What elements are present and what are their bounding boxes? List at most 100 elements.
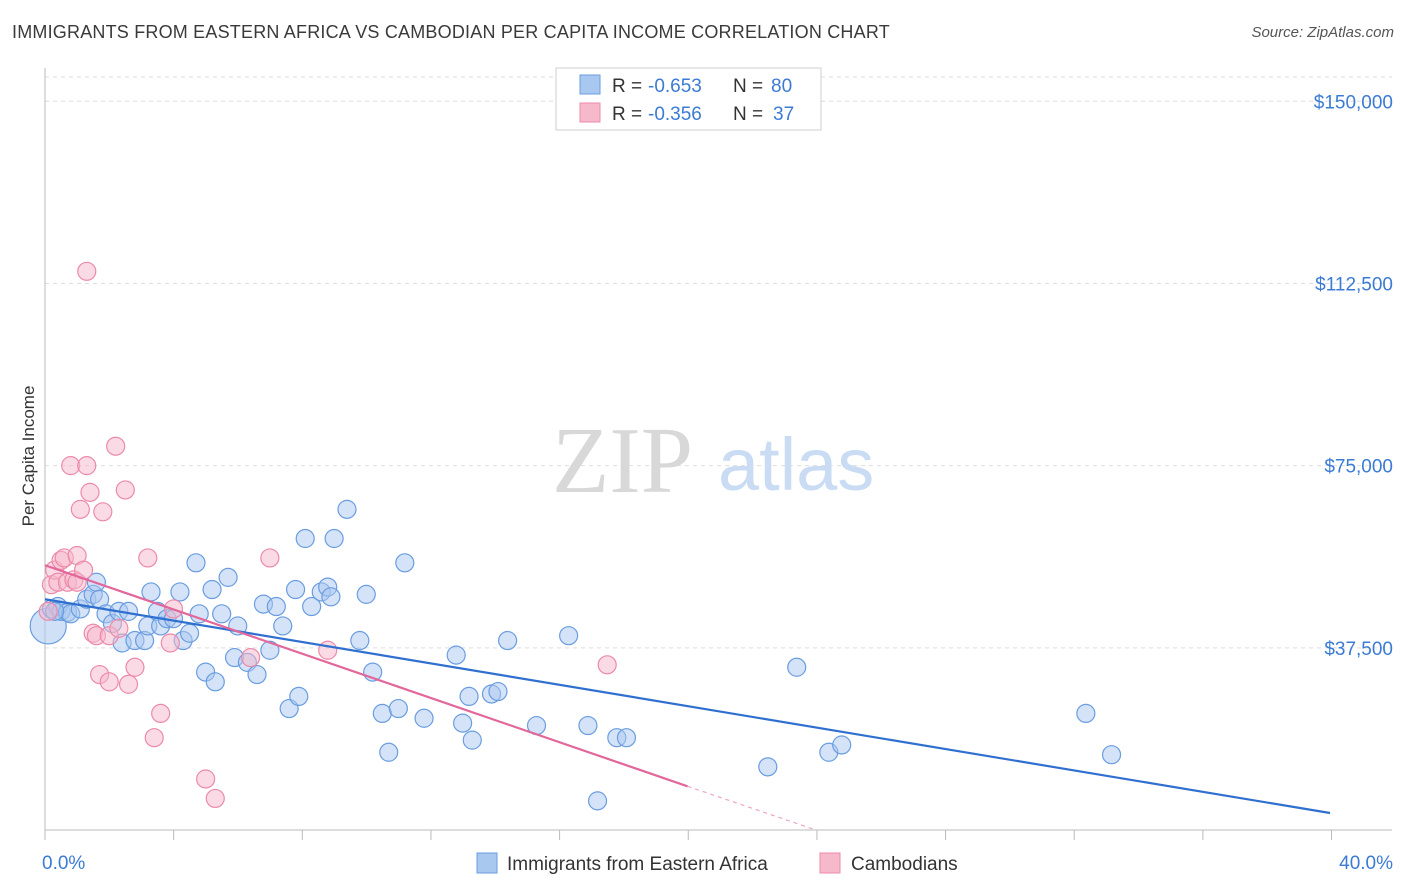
- eastern-africa-point-19: [141, 582, 161, 602]
- eastern-africa-point-56: [379, 742, 399, 762]
- eastern-africa-point-52: [350, 630, 370, 651]
- x-tick-marks: [44, 830, 1333, 840]
- eastern-africa-point-28: [189, 604, 209, 624]
- eastern-africa-point-32: [212, 604, 232, 624]
- eastern-africa-point-62: [459, 686, 479, 707]
- eastern-africa-point-65: [488, 681, 508, 702]
- cambodian-point-15: [80, 482, 100, 502]
- legend-r-value-1: -0.653: [648, 76, 702, 97]
- y-tick-label-2: $112,500: [1315, 274, 1393, 295]
- cambodian-point-30: [160, 633, 180, 653]
- eastern-africa-point-39: [260, 640, 280, 660]
- cambodian-point-34: [241, 647, 261, 668]
- eastern-africa-point-33: [218, 567, 238, 587]
- cambodian-point-22: [106, 436, 126, 456]
- eastern-africa-point-57: [388, 698, 408, 719]
- eastern-africa-point-51: [337, 499, 357, 519]
- trend-lines: [44, 564, 1331, 831]
- cambodian-point-27: [138, 548, 158, 568]
- chart-title: IMMIGRANTS FROM EASTERN AFRICA VS CAMBOD…: [12, 22, 890, 42]
- eastern-africa-point-74: [787, 657, 807, 677]
- trend-line-cambodians-extension: [687, 785, 817, 831]
- stats-legend: R = -0.653 N = 80 R = -0.356 N = 37: [555, 67, 822, 131]
- grid-lines: [45, 76, 1392, 649]
- eastern-africa-point-58: [395, 553, 415, 573]
- eastern-africa-point-49: [321, 587, 341, 607]
- bottom-legend-swatch-blue: [476, 852, 498, 874]
- source-label: Source: ZipAtlas.com: [1251, 24, 1394, 41]
- legend-swatch-pink: [579, 102, 601, 123]
- data-points: [29, 261, 1122, 811]
- series-legend: Immigrants from Eastern Africa Cambodian…: [476, 852, 958, 875]
- eastern-africa-point-50: [324, 528, 344, 549]
- eastern-africa-point-78: [1101, 745, 1122, 765]
- eastern-africa-point-53: [356, 584, 376, 604]
- x-tick-label-min: 0.0%: [42, 853, 85, 874]
- cambodian-point-35: [260, 548, 280, 568]
- legend-n-label-1: N =: [733, 76, 763, 97]
- eastern-africa-point-68: [559, 626, 579, 646]
- eastern-africa-point-31: [205, 672, 225, 692]
- cambodian-point-11: [70, 499, 90, 519]
- cambodian-point-14: [77, 261, 97, 281]
- x-tick-label-max: 40.0%: [1339, 853, 1393, 874]
- trend-line-cambodians: [44, 564, 688, 788]
- legend-swatch-blue: [579, 74, 601, 95]
- eastern-africa-point-76: [832, 735, 852, 755]
- eastern-africa-point-61: [453, 713, 473, 733]
- trend-line-eastern-africa: [44, 598, 1331, 815]
- eastern-africa-point-69: [578, 715, 598, 736]
- eastern-africa-point-27: [186, 553, 206, 573]
- eastern-africa-point-59: [414, 708, 434, 728]
- cambodian-point-13: [77, 456, 97, 476]
- cambodian-point-25: [118, 674, 139, 694]
- legend-r-label-2: R =: [612, 104, 642, 125]
- y-tick-label-0: $37,500: [1324, 639, 1393, 660]
- watermark-atlas: atlas: [718, 423, 874, 506]
- eastern-africa-point-43: [285, 579, 306, 600]
- legend-n-label-2: N =: [733, 104, 763, 125]
- eastern-africa-point-40: [266, 596, 286, 617]
- cambodian-point-28: [144, 728, 164, 748]
- watermark-zip: ZIP: [552, 409, 693, 513]
- cambodian-point-36: [318, 640, 338, 660]
- y-tick-labels: $37,500 $75,000 $112,500 $150,000: [1314, 92, 1393, 660]
- eastern-africa-point-26: [179, 623, 200, 643]
- cambodian-point-7: [61, 456, 81, 476]
- legend-n-value-2: 37: [773, 104, 794, 125]
- eastern-africa-point-60: [446, 645, 466, 665]
- eastern-africa-point-24: [170, 582, 190, 602]
- legend-r-value-2: -0.356: [648, 104, 702, 125]
- cambodian-point-37: [597, 655, 617, 675]
- eastern-africa-point-55: [372, 703, 392, 724]
- bottom-legend-swatch-pink: [819, 852, 841, 874]
- eastern-africa-point-44: [289, 686, 309, 707]
- legend-r-label-1: R =: [612, 76, 642, 97]
- cambodian-point-0: [38, 601, 58, 621]
- eastern-africa-point-45: [295, 528, 315, 549]
- eastern-africa-point-72: [616, 728, 637, 748]
- eastern-africa-point-37: [247, 664, 267, 685]
- y-tick-label-1: $75,000: [1324, 457, 1393, 478]
- cambodian-point-23: [109, 618, 129, 638]
- cambodian-point-33: [205, 788, 225, 809]
- bottom-legend-label-1: Immigrants from Eastern Africa: [507, 854, 768, 875]
- eastern-africa-point-41: [273, 616, 293, 636]
- eastern-africa-point-77: [1076, 703, 1096, 724]
- y-axis-label: Per Capita Income: [19, 386, 38, 527]
- bottom-legend-label-2: Cambodians: [851, 854, 958, 875]
- cambodian-point-21: [99, 672, 119, 692]
- cambodian-point-19: [93, 502, 113, 522]
- eastern-africa-point-70: [587, 791, 608, 811]
- cambodian-point-26: [125, 657, 145, 677]
- cambodian-point-29: [151, 703, 171, 724]
- y-tick-label-3: $150,000: [1314, 92, 1393, 113]
- legend-n-value-1: 80: [771, 76, 792, 97]
- cambodian-point-24: [115, 480, 135, 500]
- cambodian-point-32: [196, 769, 216, 789]
- eastern-africa-point-66: [498, 630, 518, 651]
- eastern-africa-point-73: [758, 757, 778, 777]
- eastern-africa-point-30: [202, 579, 222, 600]
- eastern-africa-point-63: [462, 730, 482, 750]
